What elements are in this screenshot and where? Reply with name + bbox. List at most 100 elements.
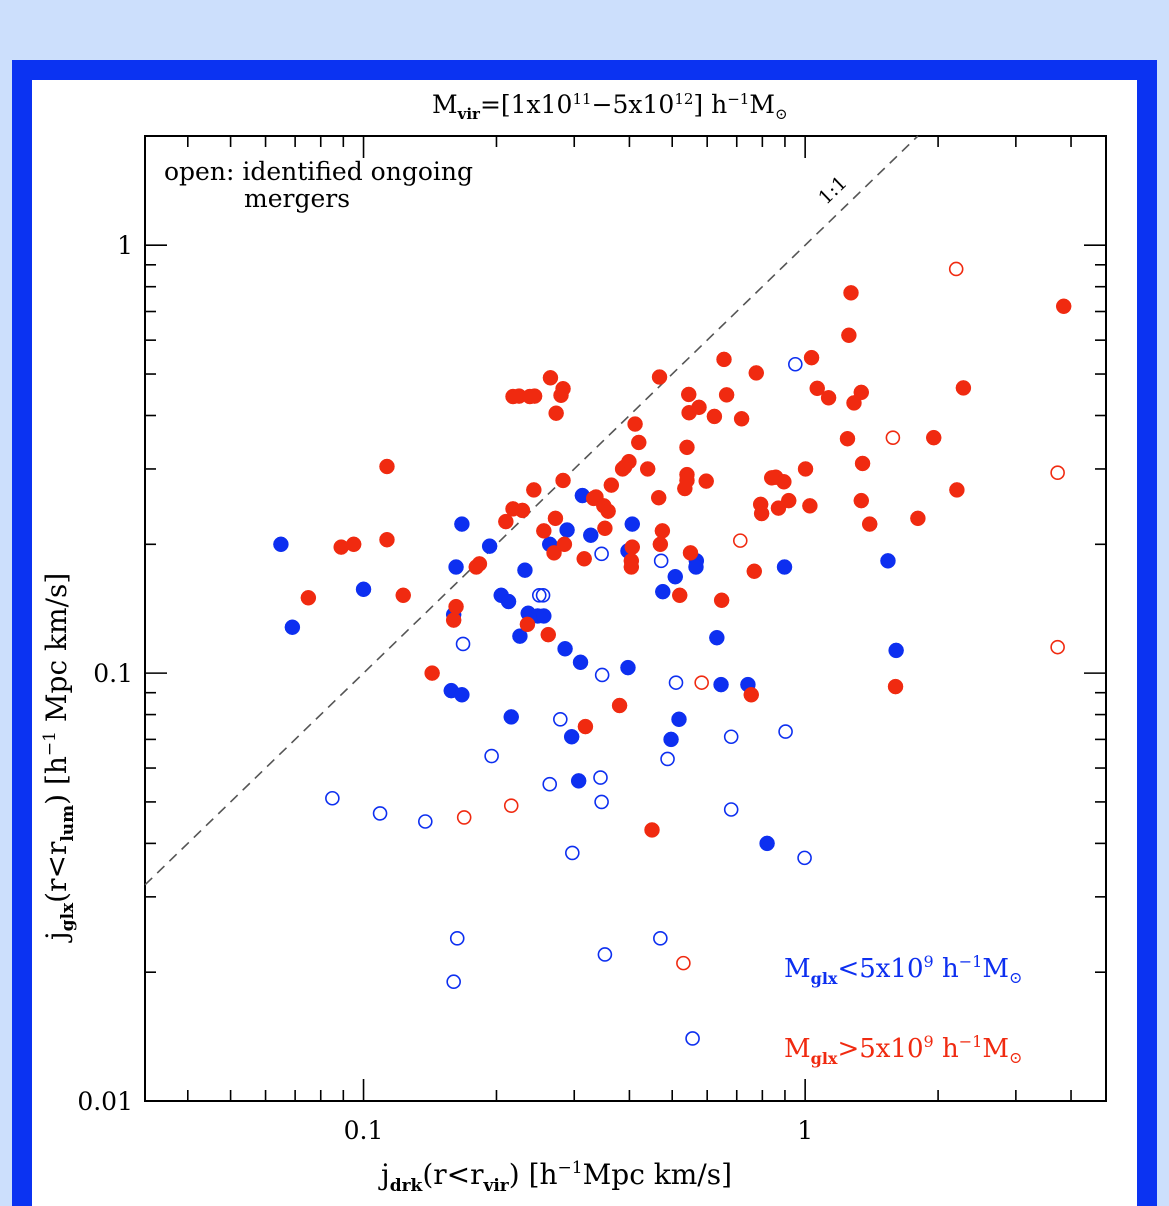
filled-point-series-0	[273, 536, 289, 553]
filled-point-series-1	[955, 380, 972, 396]
filled-point-series-1	[603, 477, 620, 493]
open-point-series-1	[1050, 465, 1065, 481]
legend-low-exp: 9	[924, 952, 934, 971]
filled-point-series-1	[797, 461, 814, 477]
filled-point-series-1	[577, 718, 594, 735]
open-point-series-0	[594, 546, 609, 562]
legend-low-tail: h	[934, 954, 959, 984]
filled-point-series-1	[514, 502, 531, 519]
open-point-series-0	[446, 974, 461, 990]
filled-point-series-1	[639, 461, 656, 477]
filled-point-series-1	[526, 482, 542, 498]
filled-point-series-1	[706, 408, 723, 425]
title-exp2: 12	[674, 90, 693, 108]
legend-entry-high-mass: Mglx>5x109 h−1M⊙	[784, 1032, 1022, 1068]
ylabel-hexp: −1	[40, 731, 60, 756]
open-point-series-0	[788, 356, 803, 372]
open-point-series-1	[676, 955, 691, 971]
open-point-series-0	[660, 751, 675, 767]
legend-low-sub: glx	[811, 969, 838, 988]
y-tick-label: 1	[117, 231, 133, 260]
filled-point-series-1	[536, 523, 552, 539]
open-point-series-1	[503, 798, 519, 813]
title-tail: ] h	[693, 90, 727, 119]
open-point-series-0	[455, 636, 471, 652]
xlabel-tail: ) [h	[509, 1158, 558, 1191]
open-point-series-0	[685, 1031, 700, 1046]
xlabel-sub: drk	[390, 1176, 424, 1196]
open-point-series-0	[418, 814, 433, 829]
open-point-series-0	[723, 729, 739, 745]
open-point-series-1	[732, 533, 748, 548]
filled-point-series-1	[611, 697, 628, 714]
filled-point-series-0	[454, 687, 470, 703]
filled-point-series-1	[546, 545, 562, 561]
filled-point-series-1	[548, 405, 564, 421]
title-exp1: 11	[572, 90, 591, 108]
legend-low-unit-sub: ⊙	[1009, 968, 1022, 987]
filled-point-series-1	[526, 388, 543, 404]
filled-point-series-0	[284, 619, 301, 635]
filled-point-series-1	[652, 536, 669, 553]
filled-point-series-1	[713, 592, 730, 609]
filled-point-series-1	[718, 387, 735, 403]
filled-point-series-1	[780, 492, 797, 509]
filled-point-series-1	[853, 492, 870, 509]
filled-point-series-1	[542, 370, 559, 386]
open-point-series-1	[1050, 639, 1065, 655]
filled-point-series-1	[809, 380, 825, 397]
filled-point-series-1	[671, 587, 688, 604]
filled-point-series-0	[880, 553, 896, 569]
filled-point-series-1	[644, 822, 660, 838]
open-point-series-0	[449, 931, 465, 946]
filled-point-series-1	[345, 536, 362, 553]
xlabel-sub2: vir	[482, 1176, 509, 1196]
chart-title: Mvir=[1x1011−5x1012] h−1M⊙	[432, 90, 788, 123]
filled-point-series-1	[733, 411, 750, 427]
filled-point-series-1	[853, 384, 870, 401]
legend-high-tail: h	[934, 1034, 959, 1064]
filled-point-series-1	[650, 489, 667, 506]
filled-point-series-1	[691, 399, 707, 416]
filled-point-series-1	[839, 430, 856, 447]
filled-point-series-1	[623, 559, 640, 575]
filled-point-series-0	[503, 709, 519, 725]
legend-high-hexp: −1	[959, 1032, 983, 1051]
filled-point-series-0	[500, 593, 517, 610]
legend-low-name: <5x10	[837, 954, 923, 984]
open-point-series-0	[594, 667, 610, 683]
x-axis-label: jdrk(r<rvir) [h−1Mpc km/s]	[378, 1158, 732, 1196]
filled-point-series-1	[803, 349, 820, 366]
filled-point-series-0	[557, 641, 573, 657]
open-point-series-0	[325, 790, 340, 806]
open-point-series-0	[535, 588, 551, 603]
open-point-series-0	[653, 931, 668, 946]
filled-point-series-1	[746, 563, 763, 580]
y-tick-label: 0.1	[93, 659, 133, 688]
scatter-plot: 0.1 10.010.11 1:1 Mvir=[1x1011−5x1012] h−…	[40, 90, 1107, 1196]
legend-high-prefix: M	[784, 1034, 811, 1064]
filled-point-series-1	[651, 369, 668, 385]
open-point-series-1	[885, 430, 901, 445]
filled-point-series-1	[424, 665, 440, 681]
axis-tick-labels: 0.1 1 0.01 0.1 1	[77, 231, 813, 1145]
plot-area	[144, 135, 1107, 1102]
open-point-series-1	[694, 675, 709, 690]
filled-point-series-1	[621, 453, 637, 470]
legend-high-name: >5x10	[837, 1034, 923, 1064]
legend-high-sub: glx	[811, 1049, 838, 1068]
title-rest: =[1x10	[480, 90, 573, 119]
open-point-series-0	[778, 724, 793, 739]
note-line-1: open: identified ongoing	[164, 157, 473, 186]
filled-point-series-1	[841, 327, 857, 344]
filled-point-series-0	[355, 581, 372, 598]
filled-point-series-1	[887, 678, 904, 695]
ylabel-main: j	[40, 931, 73, 943]
legend-high-unit-sub: ⊙	[1009, 1048, 1022, 1067]
filled-point-series-1	[379, 458, 395, 475]
filled-point-series-1	[854, 455, 871, 472]
filled-point-series-1	[547, 510, 564, 527]
filled-point-series-1	[743, 687, 760, 703]
open-point-series-0	[484, 748, 499, 764]
open-point-series-0	[531, 588, 547, 603]
